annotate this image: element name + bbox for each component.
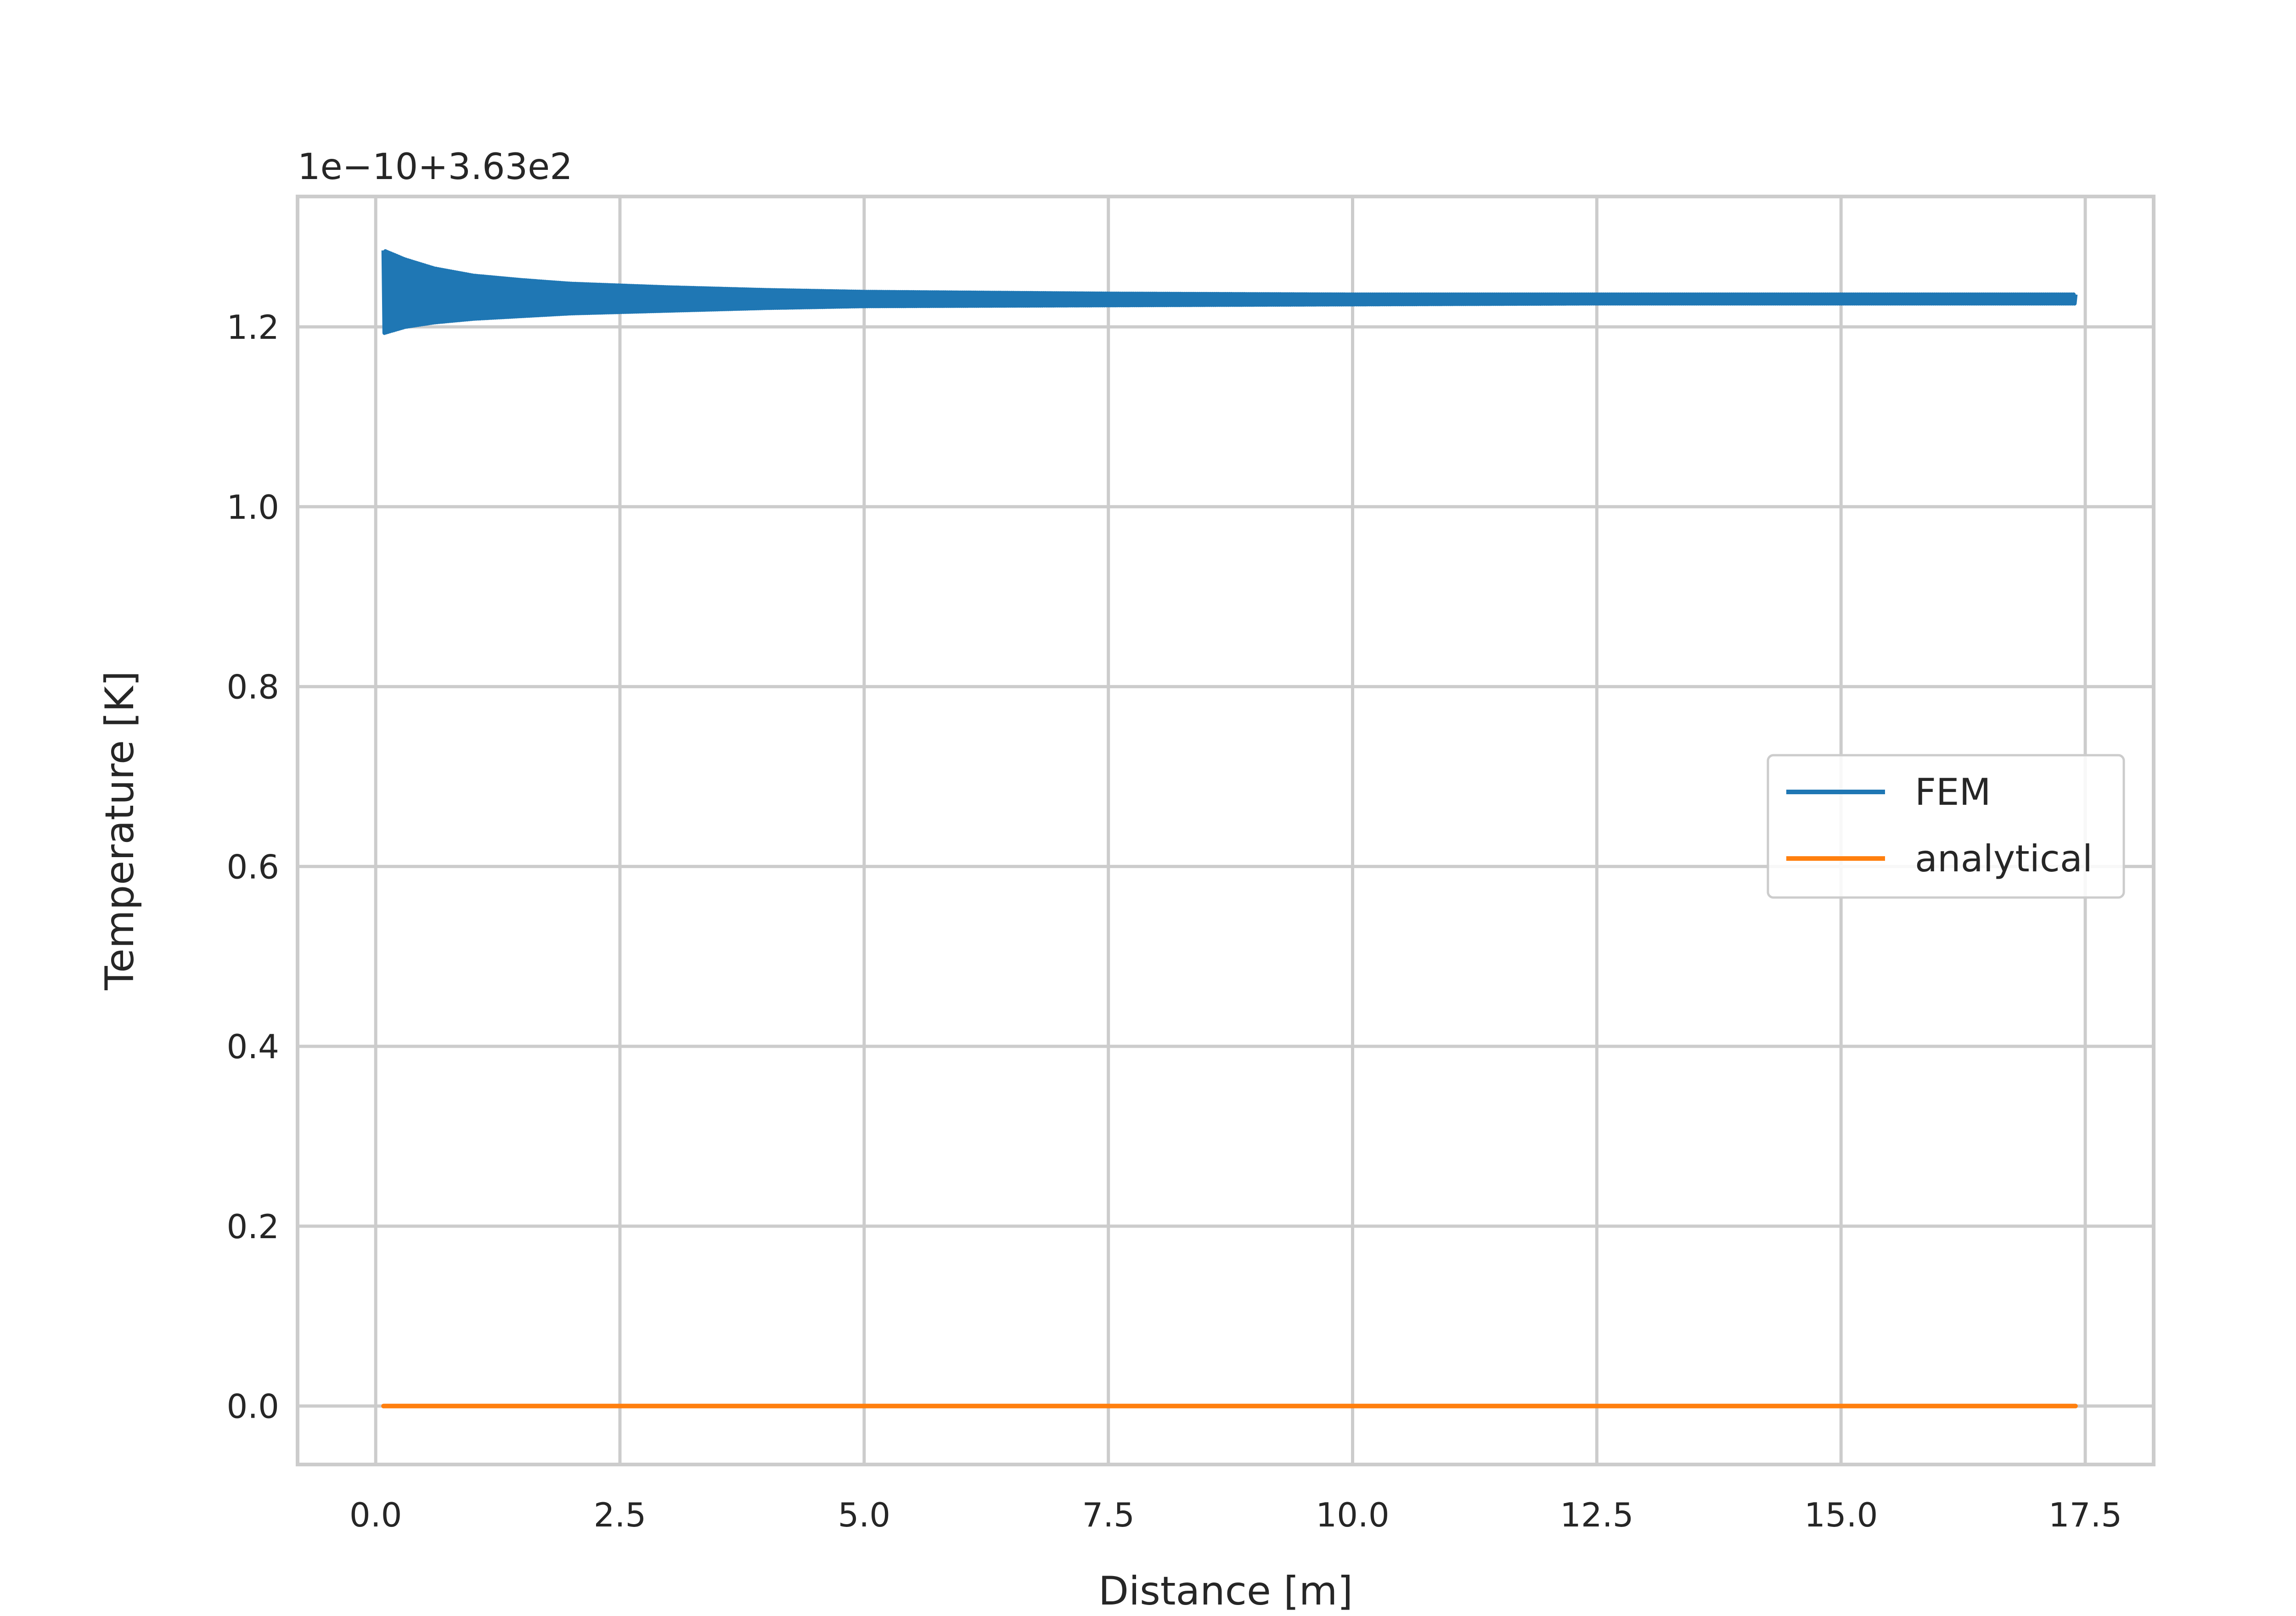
legend-label-fem: FEM [1915, 771, 1991, 814]
x-tick-label: 0.0 [349, 1496, 402, 1534]
x-tick-label: 10.0 [1316, 1496, 1389, 1534]
x-axis-label: Distance [m] [1098, 1568, 1353, 1614]
x-tick-label: 2.5 [594, 1496, 647, 1534]
y-tick-label: 0.8 [226, 668, 279, 707]
y-tick-label: 0.2 [226, 1207, 279, 1246]
y-tick-label: 0.6 [226, 847, 279, 886]
legend: FEM analytical [1767, 754, 2125, 899]
y-tick-label: 0.0 [226, 1387, 279, 1426]
legend-label-analytical: analytical [1915, 837, 2093, 880]
tick-labels: 0.0 2.5 5.0 7.5 10.0 12.5 15.0 17.5 0.0 0.2 0.4 0.6… [226, 308, 2122, 1534]
series-fem-line [381, 249, 2078, 335]
plot-frame [296, 195, 2155, 1466]
x-tick-label: 12.5 [1560, 1496, 1633, 1534]
y-tick-label: 1.2 [226, 308, 279, 347]
x-tick-label: 5.0 [838, 1496, 891, 1534]
x-tick-label: 15.0 [1804, 1496, 1878, 1534]
y-tick-label: 0.4 [226, 1027, 279, 1066]
x-tick-label: 7.5 [1082, 1496, 1135, 1534]
y-axis-label: Temperature [K] [97, 671, 143, 991]
axis-offset-label: 1e−10+3.63e2 [298, 146, 573, 188]
y-tick-label: 1.0 [226, 488, 279, 527]
x-tick-label: 17.5 [2048, 1496, 2122, 1534]
plot-series [381, 249, 2078, 1408]
